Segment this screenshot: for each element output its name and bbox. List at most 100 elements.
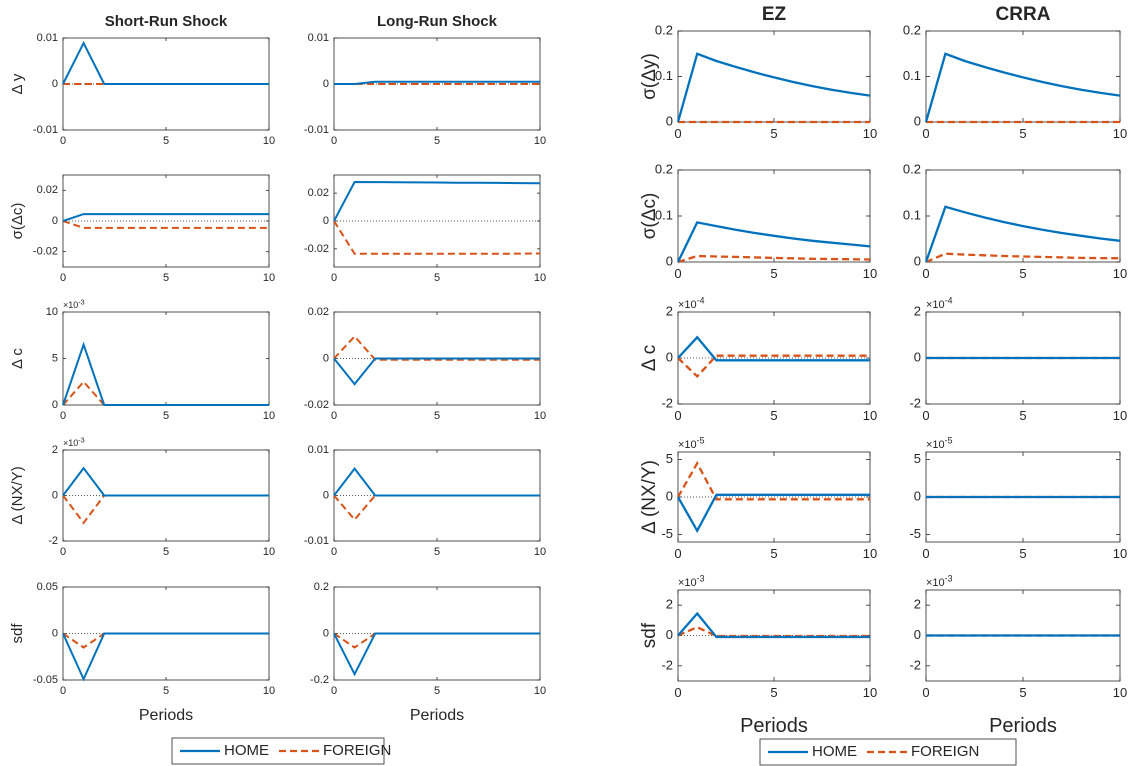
y-tick-label: 0 <box>323 215 329 227</box>
x-tick-label: 10 <box>534 135 546 147</box>
y-tick-label: -2 <box>48 535 58 547</box>
y-tick-label: 0.01 <box>308 444 329 456</box>
series-home-line <box>333 180 541 222</box>
y-tick-label: 2 <box>666 597 673 612</box>
x-tick-label: 0 <box>922 126 929 141</box>
x-tick-label: 5 <box>770 546 777 561</box>
series-foreign-line <box>677 354 870 379</box>
row-ylabel: Δ y <box>9 73 26 94</box>
x-axis-label: Periods <box>139 707 193 724</box>
y-tick-label: 0 <box>666 349 673 364</box>
x-tick-label: 5 <box>1019 685 1026 700</box>
y-tick-label: 0.1 <box>655 207 673 222</box>
x-tick-label: 0 <box>331 135 337 147</box>
y-tick-label: -5 <box>661 526 673 541</box>
row-ylabel: sdf <box>9 623 26 644</box>
x-tick-label: 5 <box>1019 126 1026 141</box>
series-home-line <box>676 221 871 263</box>
x-tick-label: 5 <box>434 685 440 697</box>
series-foreign-line <box>333 334 540 361</box>
x-tick-label: 5 <box>770 685 777 700</box>
column-title: Short-Run Shock <box>105 13 228 30</box>
y-tick-label: 0 <box>914 627 921 642</box>
x-tick-label: 5 <box>163 410 169 422</box>
x-tick-label: 5 <box>1019 546 1026 561</box>
series-foreign-line <box>62 380 269 406</box>
axes-right-r2-c1: 0 0.1 0.2 0 5 10 <box>655 161 877 281</box>
y-tick-label: 5 <box>914 451 921 466</box>
y-tick-label: 0 <box>323 352 329 364</box>
series-home-line <box>62 341 269 406</box>
y-tick-label: 0.2 <box>903 161 921 176</box>
x-tick-label: 0 <box>331 272 337 284</box>
y-tick-label: 5 <box>666 451 673 466</box>
axes-right-r1-c2: 0 0.1 0.2 0 5 10 <box>903 22 1127 141</box>
series-home-line <box>62 40 269 85</box>
y-tick-label: -2 <box>661 657 673 672</box>
x-tick-label: 0 <box>922 266 929 281</box>
legend-label: HOME <box>224 742 269 759</box>
y-tick-label: 0 <box>914 113 921 128</box>
row-ylabel: Δ c <box>639 345 660 371</box>
axis-exponent: ×10-3 <box>63 435 85 448</box>
y-tick-label: 2 <box>666 303 673 318</box>
legend: HOME FOREIGN <box>759 738 1017 766</box>
y-tick-label: -5 <box>909 526 921 541</box>
column-title: Long-Run Shock <box>377 13 498 30</box>
axis-exponent: ×10-4 <box>678 296 705 311</box>
x-axis-label: Periods <box>989 715 1057 737</box>
series-home-line <box>62 466 269 497</box>
y-tick-label: 0 <box>666 488 673 503</box>
y-tick-label: 0 <box>914 253 921 268</box>
x-tick-label: 0 <box>60 410 66 422</box>
x-tick-label: 10 <box>1113 685 1127 700</box>
x-tick-label: 0 <box>674 408 681 423</box>
row-ylabel: Δ c <box>9 348 26 369</box>
x-tick-label: 5 <box>434 272 440 284</box>
x-tick-label: 0 <box>331 410 337 422</box>
x-tick-label: 5 <box>770 126 777 141</box>
series-home-line <box>677 335 870 362</box>
row-ylabel: σ(Δc) <box>9 203 26 240</box>
y-tick-label: 0 <box>52 78 58 90</box>
x-tick-label: 5 <box>1019 266 1026 281</box>
row-ylabel: Δ (NX/Y) <box>639 460 660 534</box>
row-ylabel: σ(Δy) <box>639 53 660 100</box>
x-tick-label: 5 <box>163 135 169 147</box>
series-home-line <box>677 611 870 639</box>
series-foreign-line <box>677 254 871 264</box>
x-tick-label: 0 <box>60 685 66 697</box>
axis-exponent: ×10-3 <box>926 574 953 589</box>
y-tick-label: 0.02 <box>308 187 329 199</box>
x-tick-label: 0 <box>60 135 66 147</box>
x-tick-label: 5 <box>434 546 440 558</box>
y-tick-label: -0.01 <box>304 124 329 136</box>
series-home-line <box>62 632 269 682</box>
x-tick-label: 0 <box>331 685 337 697</box>
x-tick-label: 5 <box>770 408 777 423</box>
y-tick-label: 0 <box>666 627 673 642</box>
y-tick-label: 0 <box>52 489 58 501</box>
x-tick-label: 0 <box>331 546 337 558</box>
y-tick-label: 0 <box>52 627 58 639</box>
y-tick-label: 0 <box>666 113 673 128</box>
y-tick-label: -0.2 <box>310 674 329 686</box>
x-tick-label: 5 <box>163 546 169 558</box>
x-tick-label: 10 <box>1113 126 1127 141</box>
row-ylabel: σ(Δc) <box>639 193 660 240</box>
axes-right-r1-c1: 0 0.1 0.2 0 5 10 <box>655 22 877 141</box>
x-tick-label: 5 <box>770 266 777 281</box>
y-tick-label: -0.01 <box>304 535 329 547</box>
axes-right-r2-c2: 0 0.1 0.2 0 5 10 <box>903 161 1127 281</box>
x-tick-label: 10 <box>263 135 275 147</box>
y-tick-label: 0 <box>52 215 58 227</box>
x-tick-label: 10 <box>263 272 275 284</box>
y-tick-label: 10 <box>46 306 58 318</box>
